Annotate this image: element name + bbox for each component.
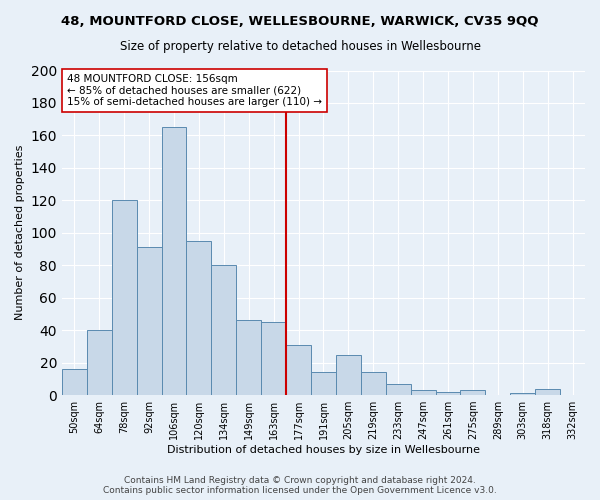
Bar	[161, 128, 187, 395]
Bar	[436, 392, 460, 395]
Bar	[286, 345, 311, 395]
Bar	[261, 322, 286, 395]
Bar	[386, 384, 410, 395]
Bar	[112, 200, 137, 395]
Bar	[137, 248, 161, 395]
Text: Contains HM Land Registry data © Crown copyright and database right 2024.
Contai: Contains HM Land Registry data © Crown c…	[103, 476, 497, 495]
Bar	[187, 241, 211, 395]
X-axis label: Distribution of detached houses by size in Wellesbourne: Distribution of detached houses by size …	[167, 445, 480, 455]
Bar	[62, 369, 87, 395]
Bar	[336, 354, 361, 395]
Bar	[460, 390, 485, 395]
Text: 48, MOUNTFORD CLOSE, WELLESBOURNE, WARWICK, CV35 9QQ: 48, MOUNTFORD CLOSE, WELLESBOURNE, WARWI…	[61, 15, 539, 28]
Bar	[211, 265, 236, 395]
Bar	[87, 330, 112, 395]
Bar	[361, 372, 386, 395]
Bar	[535, 388, 560, 395]
Bar	[236, 320, 261, 395]
Bar	[510, 394, 535, 395]
Bar	[410, 390, 436, 395]
Text: 48 MOUNTFORD CLOSE: 156sqm
← 85% of detached houses are smaller (622)
15% of sem: 48 MOUNTFORD CLOSE: 156sqm ← 85% of deta…	[67, 74, 322, 107]
Text: Size of property relative to detached houses in Wellesbourne: Size of property relative to detached ho…	[119, 40, 481, 53]
Y-axis label: Number of detached properties: Number of detached properties	[15, 145, 25, 320]
Bar	[311, 372, 336, 395]
